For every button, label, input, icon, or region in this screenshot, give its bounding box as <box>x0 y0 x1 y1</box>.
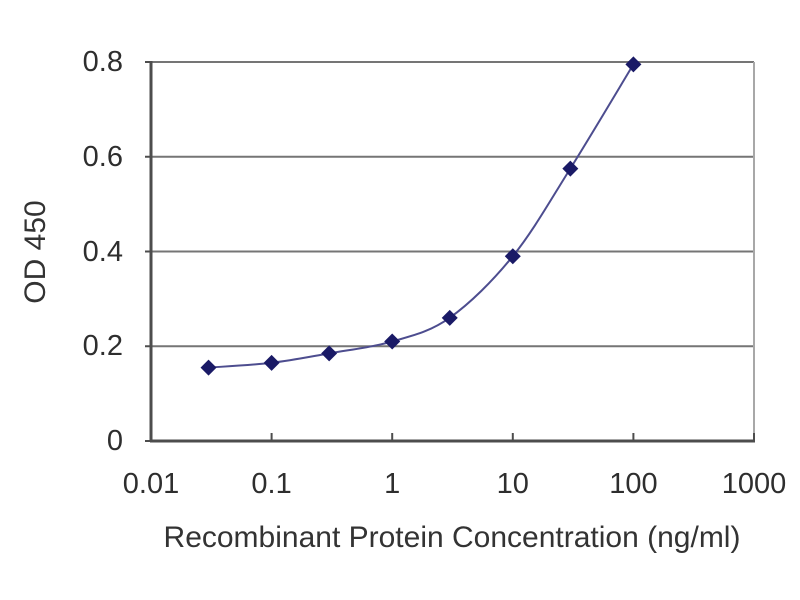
x-tick-label: 1 <box>384 468 401 500</box>
x-tick-label: 100 <box>609 468 658 500</box>
y-tick-label: 0.2 <box>82 330 123 363</box>
x-axis-title: Recombinant Protein Concentration (ng/ml… <box>163 521 741 554</box>
y-tick-label: 0 <box>106 425 123 457</box>
data-point-marker <box>625 56 642 73</box>
data-point-marker <box>441 309 458 326</box>
y-tick-label: 0.6 <box>82 140 123 173</box>
series-curve <box>208 63 635 369</box>
data-point-marker <box>200 359 217 376</box>
x-tick-label: 1000 <box>721 468 787 500</box>
data-point-marker <box>321 345 338 362</box>
x-tick-label: 0.1 <box>251 468 292 500</box>
y-tick-label: 0.4 <box>82 235 123 268</box>
x-tick-label: 0.01 <box>122 468 180 500</box>
data-point-marker <box>384 333 401 350</box>
data-point-marker <box>504 248 521 265</box>
y-tick-label: 0.8 <box>82 46 123 78</box>
data-point-marker <box>263 354 280 371</box>
data-point-marker <box>562 160 579 177</box>
y-axis-title: OD 450 <box>19 200 52 304</box>
x-tick-label: 10 <box>496 468 529 500</box>
